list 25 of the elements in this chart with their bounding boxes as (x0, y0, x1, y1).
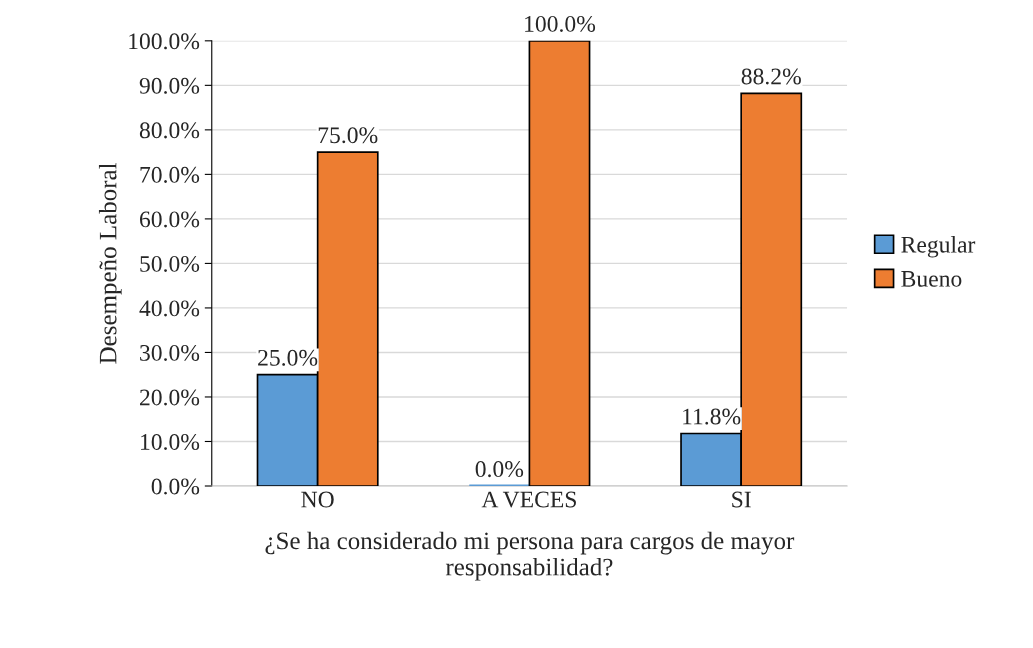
y-tick-label: 100.0% (129, 33, 200, 50)
x-tick-label: SI (732, 491, 751, 508)
y-tick-label: 10.0% (141, 433, 200, 451)
y-tick-label: 30.0% (140, 344, 200, 361)
x-tick-label: NO (301, 491, 334, 508)
y-tick-label: 80.0% (139, 122, 200, 139)
y-tick-label: 20.0% (140, 389, 200, 406)
data-label: 100.0% (525, 15, 596, 32)
y-tick-label: 70.0% (140, 166, 200, 183)
data-label: 0.0% (475, 461, 524, 478)
y-axis-title: Desempeño Laboral (98, 162, 122, 364)
x-axis-title: ¿Se ha considerado mi persona para cargos de mayor responsabilidad? (265, 531, 795, 581)
data-label: 11.8% (683, 408, 741, 425)
x-tick-label: A VECES (481, 491, 576, 508)
y-tick-label: 0.0% (151, 478, 200, 495)
bar (528, 40, 591, 486)
data-label: 25.0% (258, 349, 318, 366)
y-tick-label: 60.0% (139, 211, 200, 228)
y-tick-label: 90.0% (139, 77, 200, 94)
data-label: 75.0% (318, 127, 378, 144)
legend-label: Regular (901, 236, 976, 258)
data-label: 88.2% (741, 68, 801, 85)
legend-label: Bueno (901, 271, 962, 287)
y-tick-label: 50.0% (140, 255, 200, 272)
y-tick-label: 40.0% (139, 300, 200, 317)
